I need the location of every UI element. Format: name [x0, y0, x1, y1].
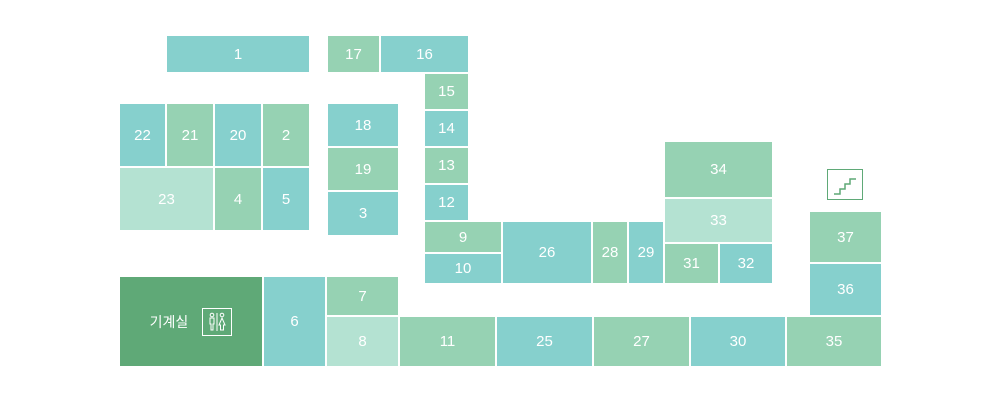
room-29[interactable]: 29 [628, 221, 664, 284]
room-25[interactable]: 25 [496, 316, 593, 367]
room-15[interactable]: 15 [424, 73, 469, 110]
room-11[interactable]: 11 [399, 316, 496, 367]
room-10[interactable]: 10 [424, 253, 502, 284]
room-1[interactable]: 1 [166, 35, 310, 73]
mechanical-room[interactable]: 기계실 [119, 276, 263, 367]
room-17[interactable]: 17 [327, 35, 380, 73]
restroom-icon [202, 307, 233, 336]
room-23[interactable]: 23 [119, 167, 214, 231]
room-14[interactable]: 14 [424, 110, 469, 147]
room-30[interactable]: 30 [690, 316, 786, 367]
room-20[interactable]: 20 [214, 103, 262, 167]
room-35[interactable]: 35 [786, 316, 882, 367]
room-13[interactable]: 13 [424, 147, 469, 184]
room-5[interactable]: 5 [262, 167, 310, 231]
stairs-icon [827, 169, 863, 200]
room-37[interactable]: 37 [809, 211, 882, 263]
room-9[interactable]: 9 [424, 221, 502, 253]
room-16[interactable]: 16 [380, 35, 469, 73]
room-21[interactable]: 21 [166, 103, 214, 167]
room-8[interactable]: 8 [326, 316, 399, 367]
room-31[interactable]: 31 [664, 243, 719, 284]
room-33[interactable]: 33 [664, 198, 773, 243]
room-3[interactable]: 3 [327, 191, 399, 236]
room-28[interactable]: 28 [592, 221, 628, 284]
room-19[interactable]: 19 [327, 147, 399, 191]
room-36[interactable]: 36 [809, 263, 882, 316]
mechanical-room-label: 기계실 [149, 313, 189, 330]
room-2[interactable]: 2 [262, 103, 310, 167]
room-12[interactable]: 12 [424, 184, 469, 221]
room-26[interactable]: 26 [502, 221, 592, 284]
room-32[interactable]: 32 [719, 243, 773, 284]
room-6[interactable]: 6 [263, 276, 326, 367]
room-27[interactable]: 27 [593, 316, 690, 367]
room-4[interactable]: 4 [214, 167, 262, 231]
room-7[interactable]: 7 [326, 276, 399, 316]
room-22[interactable]: 22 [119, 103, 166, 167]
room-18[interactable]: 18 [327, 103, 399, 147]
room-34[interactable]: 34 [664, 141, 773, 198]
